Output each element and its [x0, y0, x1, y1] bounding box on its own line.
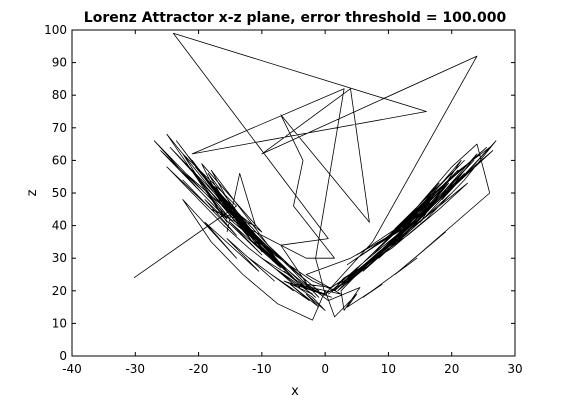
y-tick-label: 10 [52, 316, 67, 330]
x-tick-label: -40 [62, 362, 82, 376]
y-tick-label: 30 [52, 251, 67, 265]
x-axis-label: x [291, 384, 299, 399]
y-tick-label: 70 [52, 121, 67, 135]
axis-ticks: -40 -30 -20 -10 0 10 20 30 0 10 20 30 40 50 60 70 80 90 10… [44, 23, 523, 376]
x-tick-label: 30 [507, 362, 522, 376]
x-tick-label: 10 [381, 362, 396, 376]
y-axis-label: z [25, 189, 40, 196]
x-tick-label: -20 [189, 362, 209, 376]
y-tick-label: 90 [52, 56, 67, 70]
plot-area [133, 32, 497, 321]
y-tick-label: 100 [44, 23, 67, 37]
x-tick-label: 0 [321, 362, 329, 376]
y-tick-label: 60 [52, 153, 67, 167]
chart-title: Lorenz Attractor x-z plane, error thresh… [84, 10, 507, 26]
y-tick-label: 20 [52, 284, 67, 298]
y-tick-label: 50 [52, 186, 67, 200]
y-tick-label: 80 [52, 88, 67, 102]
trajectory-line-0 [133, 32, 497, 321]
x-tick-label: 20 [444, 362, 459, 376]
y-tick-label: 40 [52, 219, 67, 233]
x-tick-label: -30 [125, 362, 145, 376]
axes-box [71, 29, 516, 357]
x-tick-label: -10 [252, 362, 272, 376]
y-tick-label: 0 [59, 349, 67, 363]
